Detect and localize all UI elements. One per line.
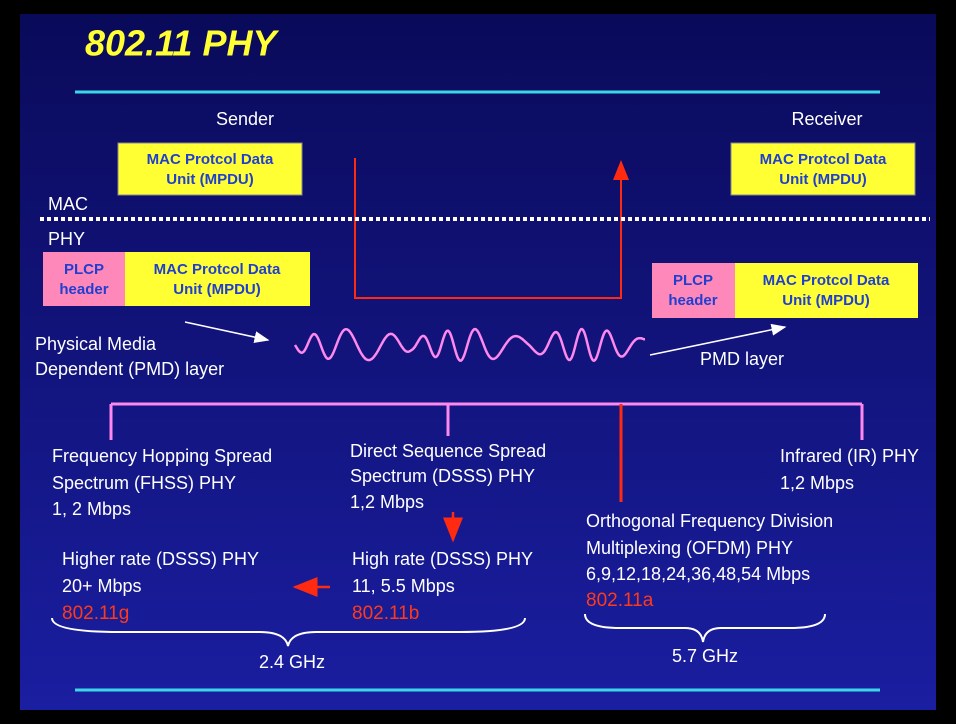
- box: [43, 252, 125, 306]
- box-text: header: [59, 281, 108, 298]
- label: 1,2 Mbps: [780, 473, 854, 493]
- label: Sender: [216, 109, 274, 129]
- box-text: MAC Protcol Data: [154, 261, 281, 278]
- label: 11, 5.5 Mbps: [352, 576, 455, 596]
- label: 2.4 GHz: [259, 652, 325, 672]
- label: Spectrum (FHSS) PHY: [52, 473, 236, 493]
- signal-wave: [293, 327, 645, 363]
- brace: [584, 613, 826, 643]
- label: Orthogonal Frequency Division: [586, 511, 833, 531]
- flow-line: [354, 158, 629, 299]
- brace: [51, 617, 526, 647]
- box-text: PLCP: [673, 272, 713, 289]
- label: Frequency Hopping Spread: [52, 446, 272, 466]
- label: Direct Sequence Spread: [350, 441, 546, 461]
- label: PMD layer: [700, 349, 784, 369]
- label: Higher rate (DSSS) PHY: [62, 549, 259, 569]
- box-text: MAC Protcol Data: [760, 151, 887, 168]
- box-text: Unit (MPDU): [173, 281, 260, 298]
- standard: 802.11b: [352, 603, 419, 624]
- title: 802.11 PHY: [85, 23, 279, 64]
- tree: [109, 402, 864, 440]
- label: 20+ Mbps: [62, 576, 142, 596]
- box-text: Unit (MPDU): [166, 171, 253, 188]
- label: 1,2 Mbps: [350, 492, 424, 512]
- label: Multiplexing (OFDM) PHY: [586, 538, 793, 558]
- standard: 802.11g: [62, 603, 129, 624]
- box-text: MAC Protcol Data: [147, 151, 274, 168]
- box-text: MAC Protcol Data: [763, 272, 890, 289]
- label: Receiver: [791, 109, 862, 129]
- box: [735, 263, 918, 318]
- box: [730, 142, 916, 196]
- label: 1, 2 Mbps: [52, 499, 131, 519]
- background: [20, 14, 936, 710]
- label: High rate (DSSS) PHY: [352, 549, 533, 569]
- box: [125, 252, 310, 306]
- label: Spectrum (DSSS) PHY: [350, 466, 535, 486]
- label: Infrared (IR) PHY: [780, 446, 919, 466]
- label: PHY: [48, 229, 85, 249]
- label: 5.7 GHz: [672, 646, 738, 666]
- label: 6,9,12,18,24,36,48,54 Mbps: [586, 564, 810, 584]
- arrow: [649, 323, 787, 356]
- label: MAC: [48, 194, 88, 214]
- box-text: header: [668, 292, 717, 309]
- label: Dependent (PMD) layer: [35, 359, 224, 379]
- box-text: Unit (MPDU): [779, 171, 866, 188]
- label: Physical Media: [35, 334, 157, 354]
- box-text: Unit (MPDU): [782, 292, 869, 309]
- standard: 802.11a: [586, 590, 654, 611]
- box-text: PLCP: [64, 261, 104, 278]
- box: [117, 142, 303, 196]
- box: [652, 263, 735, 318]
- arrow: [184, 321, 270, 344]
